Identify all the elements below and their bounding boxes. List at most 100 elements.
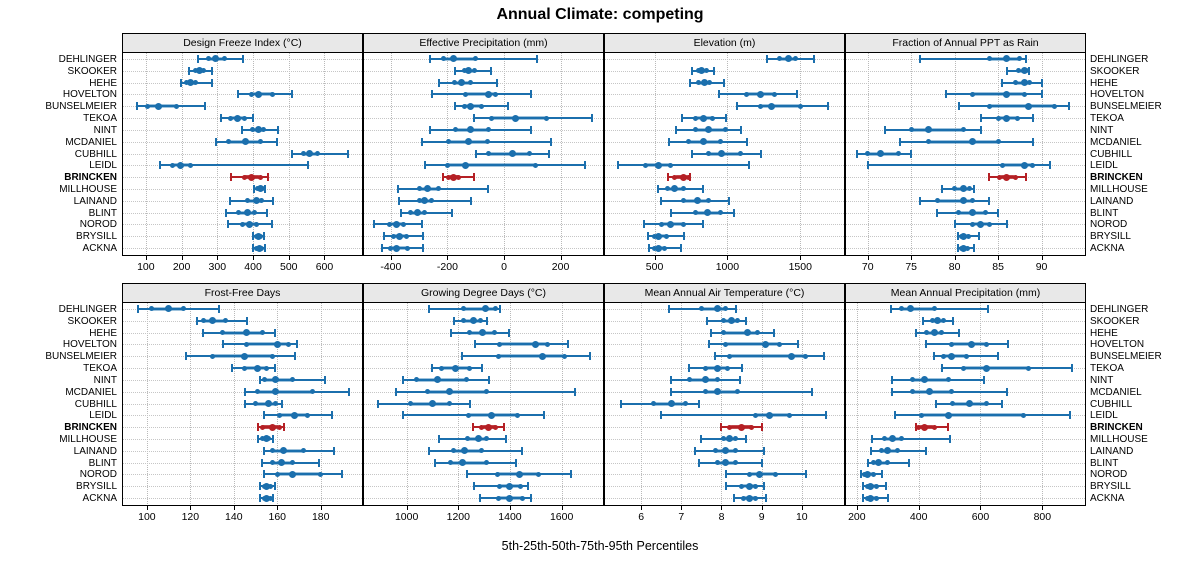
median-dot: [248, 173, 256, 181]
station-label-ackna: ACKNA: [1090, 243, 1125, 254]
median-dot: [445, 388, 453, 396]
median-dot: [393, 220, 401, 228]
whisker-cap: [434, 458, 437, 467]
quartile-dot: [743, 91, 749, 97]
x-tick-label: 300: [208, 261, 227, 273]
whisker-5-95: [264, 449, 334, 452]
whisker-cap: [908, 458, 911, 467]
whisker-cap: [399, 208, 402, 217]
quartile-dot: [460, 318, 466, 324]
whisker-5-95: [222, 343, 297, 346]
whisker-5-95: [895, 414, 1071, 417]
whisker-cap: [934, 399, 937, 408]
quartile-dot: [461, 103, 467, 109]
whisker-cap: [474, 340, 477, 349]
quartile-dot: [969, 198, 975, 204]
station-label-cubhill: CUBHILL: [74, 398, 117, 410]
station-label-hehe: HEHE: [1090, 327, 1118, 339]
x-axis-tick: [181, 256, 183, 260]
x-axis-tick: [447, 256, 449, 260]
whisker-cap: [502, 423, 505, 432]
median-dot: [867, 482, 875, 490]
whisker-cap: [267, 173, 270, 182]
whisker-cap: [957, 102, 960, 111]
whisker-5-95: [431, 93, 531, 96]
median-dot: [726, 435, 734, 443]
quartile-dot: [997, 174, 1003, 180]
whisker-cap: [420, 137, 423, 146]
h-gridline: [123, 153, 362, 155]
quartile-dot: [532, 162, 538, 168]
quartile-dot: [733, 460, 739, 466]
quartile-dot: [692, 115, 698, 121]
whisker-cap: [137, 304, 140, 313]
quartile-dot: [263, 365, 269, 371]
median-dot: [722, 459, 729, 467]
quartile-dot: [686, 377, 692, 383]
whisker-5-95: [480, 497, 531, 500]
whisker-5-95: [424, 164, 585, 167]
median-dot: [234, 114, 242, 122]
h-gridline: [123, 474, 362, 476]
x-axis-tick: [277, 506, 279, 510]
whisker-cap: [940, 184, 943, 193]
panel-header: Growing Degree Days (°C): [363, 283, 604, 303]
whisker-cap: [423, 161, 426, 170]
x-axis-tick: [504, 256, 505, 260]
h-gridline: [123, 82, 362, 84]
quartile-dot: [950, 401, 956, 406]
quartile-dot: [909, 389, 915, 395]
whisker-cap: [396, 184, 399, 193]
whisker-cap: [453, 316, 456, 325]
quartile-dot: [479, 424, 485, 430]
whisker-cap: [724, 114, 727, 123]
whisker-cap: [332, 446, 335, 455]
whisker-cap: [957, 244, 960, 253]
whisker-5-95: [244, 390, 349, 393]
station-label-lainand: LAINAND: [73, 445, 117, 457]
quartile-dot: [446, 401, 452, 406]
whisker-cap: [221, 340, 224, 349]
station-label-mcdaniel: MCDANIEL: [65, 136, 117, 148]
whisker-5-95: [958, 105, 1070, 108]
station-label-leidl: LEIDL: [89, 160, 117, 172]
whisker-cap: [862, 494, 864, 503]
quartile-dot: [681, 221, 687, 227]
whisker-cap: [670, 387, 673, 396]
quartile-dot: [969, 221, 975, 227]
median-dot: [305, 150, 313, 157]
station-label-nint: NINT: [1090, 374, 1114, 386]
whisker-cap: [681, 114, 684, 123]
panel-title: Elevation (m): [693, 37, 756, 49]
panel-title: Effective Precipitation (mm): [419, 37, 548, 49]
quartile-dot: [257, 139, 263, 145]
whisker-cap: [1070, 364, 1073, 373]
quartile-dot: [272, 401, 278, 406]
quartile-dot: [467, 365, 473, 371]
median-dot: [262, 435, 270, 443]
quartile-dot: [707, 80, 713, 86]
median-dot: [1020, 67, 1028, 75]
median-dot: [515, 470, 523, 478]
iqr-band-25-75: [246, 342, 289, 347]
quartile-dot: [491, 330, 497, 336]
median-dot: [1003, 173, 1011, 181]
whisker-cap: [732, 208, 735, 217]
whisker-cap: [263, 446, 266, 455]
whisker-cap: [507, 102, 510, 111]
whisker-cap: [894, 411, 897, 420]
station-label-brincken: BRINCKEN: [1090, 172, 1143, 184]
x-tick-label: 90: [1035, 261, 1048, 273]
quartile-dot: [248, 91, 254, 97]
quartile-dot: [702, 365, 708, 371]
iqr-band-25-75: [222, 330, 263, 335]
median-dot: [461, 447, 469, 455]
whisker-cap: [243, 399, 246, 408]
whisker-cap: [453, 66, 456, 75]
station-label-blint: BLINT: [88, 457, 117, 469]
whisker-cap: [889, 304, 892, 313]
x-tick-label: 160: [268, 511, 287, 523]
median-dot: [393, 244, 401, 252]
whisker-5-95: [709, 343, 798, 346]
quartile-dot: [485, 151, 491, 156]
